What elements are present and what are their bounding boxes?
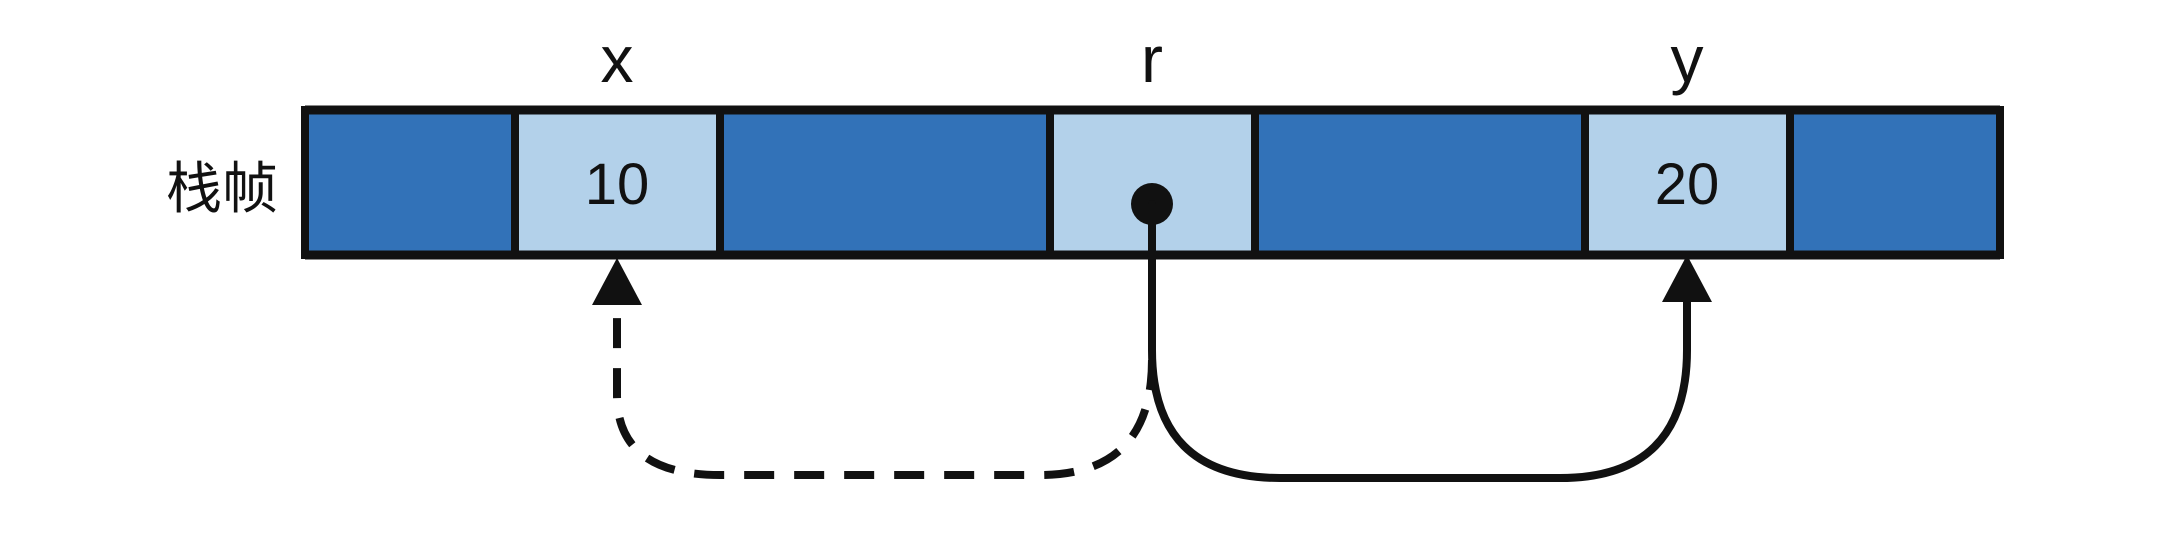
variable-r-label: r <box>1141 22 1163 96</box>
x-value: 10 <box>585 152 650 217</box>
stack-frame-label: 栈帧 <box>166 157 278 222</box>
y-value: 20 <box>1655 152 1720 217</box>
stack-slot-empty-1 <box>301 106 519 259</box>
solid-arrowhead-up <box>1662 255 1712 302</box>
dashed-arrowhead-up <box>592 258 642 305</box>
solid-reference-arrow <box>1148 200 1691 482</box>
stack-slot-empty-5 <box>1251 106 1589 259</box>
dashed-reference-arrow <box>613 305 1156 479</box>
variable-x-label: x <box>601 22 634 96</box>
variable-y-label: y <box>1671 22 1704 96</box>
stack-slot-empty-7 <box>1786 106 2004 259</box>
stack-slot-empty-3 <box>716 106 1054 259</box>
